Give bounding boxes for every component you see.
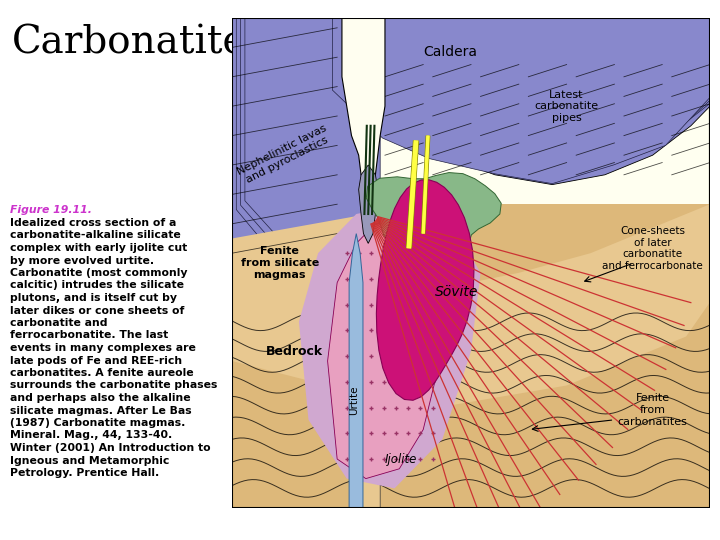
Polygon shape: [236, 18, 351, 267]
Polygon shape: [377, 180, 474, 400]
Text: plutons, and is itself cut by: plutons, and is itself cut by: [10, 293, 177, 303]
Polygon shape: [356, 214, 380, 508]
Text: and perhaps also the alkaline: and perhaps also the alkaline: [10, 393, 191, 403]
Text: carbonatite-alkaline silicate: carbonatite-alkaline silicate: [10, 231, 181, 240]
Polygon shape: [333, 18, 710, 184]
Text: Fenite
from
carbonatites: Fenite from carbonatites: [618, 394, 688, 427]
Text: late pods of Fe and REE-rich: late pods of Fe and REE-rich: [10, 355, 182, 366]
Polygon shape: [366, 173, 501, 266]
Text: Sövite: Sövite: [435, 286, 478, 299]
Text: surrounds the carbonatite phases: surrounds the carbonatite phases: [10, 381, 217, 390]
Polygon shape: [232, 204, 710, 508]
Text: carbonatites. A fenite aureole: carbonatites. A fenite aureole: [10, 368, 194, 378]
Text: Igneous and Metamorphic: Igneous and Metamorphic: [10, 456, 169, 465]
Polygon shape: [361, 18, 710, 178]
Text: Fenite
from silicate
magmas: Fenite from silicate magmas: [240, 246, 319, 280]
Text: silicate magmas. After Le Bas: silicate magmas. After Le Bas: [10, 406, 192, 415]
Polygon shape: [245, 18, 380, 276]
Text: Carbonatite (most commonly: Carbonatite (most commonly: [10, 268, 187, 278]
Polygon shape: [328, 224, 442, 478]
Text: Ijolite: Ijolite: [385, 453, 418, 465]
Text: carbonatite and: carbonatite and: [10, 318, 107, 328]
Polygon shape: [232, 204, 710, 410]
Text: events in many complexes are: events in many complexes are: [10, 343, 196, 353]
Polygon shape: [299, 204, 480, 488]
Text: later dikes or cone sheets of: later dikes or cone sheets of: [10, 306, 184, 315]
Text: complex with early ijolite cut: complex with early ijolite cut: [10, 243, 187, 253]
Text: Petrology. Prentice Hall.: Petrology. Prentice Hall.: [10, 468, 159, 478]
Polygon shape: [232, 18, 710, 508]
Text: Urtite: Urtite: [349, 386, 359, 415]
Text: Carbonatites: Carbonatites: [12, 25, 266, 62]
Polygon shape: [349, 234, 363, 508]
Polygon shape: [342, 18, 385, 190]
Polygon shape: [375, 18, 710, 185]
Text: Figure 19.11.: Figure 19.11.: [10, 205, 92, 215]
Polygon shape: [240, 18, 366, 272]
Text: Cone-sheets
of later
carbonatite
and ferrocarbonate: Cone-sheets of later carbonatite and fer…: [602, 226, 703, 271]
Text: Winter (2001) An Introduction to: Winter (2001) An Introduction to: [10, 443, 211, 453]
Text: ferrocarbonatite. The last: ferrocarbonatite. The last: [10, 330, 168, 341]
Text: calcitic) intrudes the silicate: calcitic) intrudes the silicate: [10, 280, 184, 291]
Text: Mineral. Mag., 44, 133-40.: Mineral. Mag., 44, 133-40.: [10, 430, 172, 441]
Text: Idealized cross section of a: Idealized cross section of a: [10, 218, 176, 228]
Polygon shape: [359, 165, 378, 244]
Text: Latest
carbonatite
pipes: Latest carbonatite pipes: [534, 90, 598, 123]
Text: (1987) Carbonatite magmas.: (1987) Carbonatite magmas.: [10, 418, 185, 428]
Text: Bedrock: Bedrock: [266, 345, 323, 357]
Text: by more evolved urtite.: by more evolved urtite.: [10, 255, 154, 266]
Text: Caldera: Caldera: [423, 45, 477, 59]
Text: Nephelinitic lavas
and pyroclastics: Nephelinitic lavas and pyroclastics: [235, 123, 333, 187]
Polygon shape: [347, 18, 710, 181]
Polygon shape: [232, 18, 342, 263]
